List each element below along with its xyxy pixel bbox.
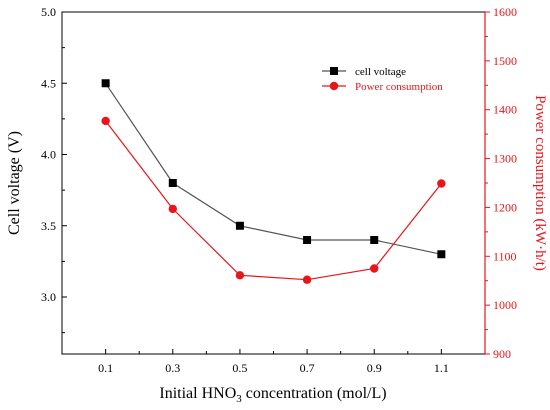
left-tick-label: 4.5 — [41, 76, 56, 90]
legend-label-cell-voltage: cell voltage — [355, 66, 406, 78]
cell-voltage-point — [303, 236, 312, 244]
x-axis-label-subscript: 3 — [236, 393, 242, 405]
power-consumption-point — [437, 179, 446, 188]
right-tick-label: 1200 — [493, 200, 517, 214]
right-tick-label: 1500 — [493, 54, 517, 68]
cell-voltage-point — [168, 179, 177, 187]
left-tick-label: 4.0 — [41, 148, 56, 162]
left-tick-label: 3.0 — [41, 290, 56, 304]
right-tick-label: 900 — [493, 347, 511, 361]
x-axis-label: Initial HNO3 concentration (mol/L) — [159, 385, 386, 405]
right-tick-label: 1100 — [493, 249, 517, 263]
left-tick-label: 3.5 — [41, 219, 56, 233]
series-line-0 — [105, 82, 442, 255]
cell-voltage-point — [437, 250, 446, 259]
x-tick-label: 0.3 — [165, 361, 180, 375]
x-axis-label-part-2: concentration (mol/L) — [242, 385, 387, 402]
cell-voltage-point — [235, 221, 244, 230]
y-axis-right-label: Power consumption (kW·h/t) — [532, 95, 548, 271]
right-tick-label: 1300 — [493, 152, 517, 166]
left-tick-label: 5.0 — [41, 5, 56, 19]
x-axis-ticks: 0.1 0.3 0.5 0.7 0.9 1.1 — [98, 349, 449, 375]
left-axis-ticks: 3.0 3.5 4.0 4.5 5.0 — [41, 5, 67, 334]
right-axis: 900 1000 1100 1200 1300 1400 1500 1600 — [484, 5, 517, 361]
cell-voltage-point — [101, 79, 110, 88]
power-consumption-point — [302, 275, 312, 284]
right-tick-label: 1400 — [493, 103, 517, 117]
power-consumption-point — [101, 116, 110, 126]
right-tick-label: 1000 — [493, 298, 517, 312]
x-axis-label-part-1: Initial HNO — [159, 385, 236, 402]
x-tick-label: 0.7 — [300, 361, 315, 375]
x-tick-label: 0.9 — [367, 361, 382, 375]
legend-marker-cell-voltage — [330, 67, 338, 75]
power-consumption-point — [235, 271, 245, 280]
x-tick-label: 0.1 — [98, 361, 113, 375]
y-axis-left-label: Cell voltage (V) — [6, 131, 23, 235]
legend-marker-power-consumption — [329, 81, 339, 91]
legend: cell voltage Power consumption — [322, 66, 443, 93]
power-consumption-point — [370, 264, 379, 273]
power-consumption-point — [168, 204, 177, 214]
x-tick-label: 0.5 — [232, 361, 247, 375]
legend-label-power-consumption: Power consumption — [355, 81, 443, 93]
cell-voltage-point — [370, 236, 379, 244]
series-line-1 — [105, 120, 442, 281]
x-tick-label: 1.1 — [434, 361, 449, 375]
right-tick-label: 1600 — [493, 5, 517, 19]
plot-frame-left — [61, 11, 486, 355]
series-layer — [101, 79, 446, 284]
